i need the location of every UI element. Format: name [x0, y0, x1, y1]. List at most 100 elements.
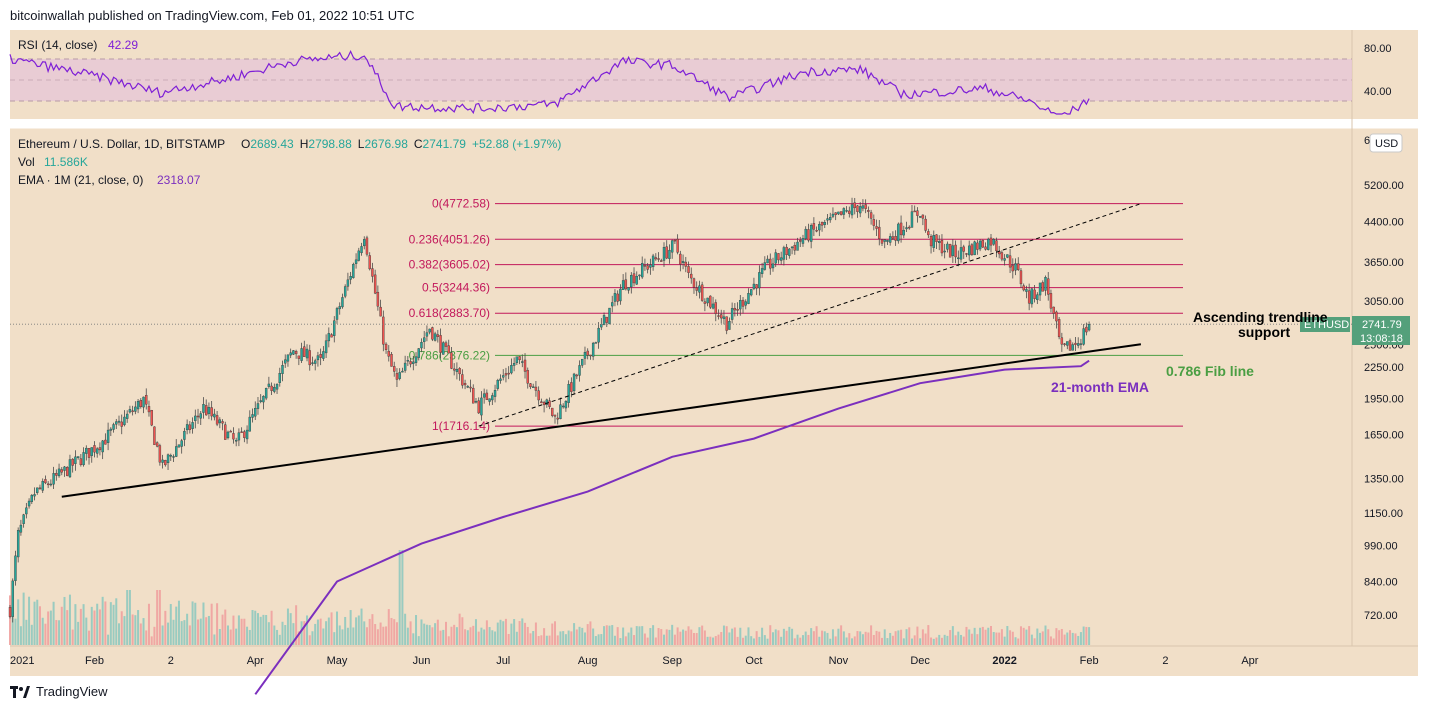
candle	[703, 298, 707, 312]
candle-body	[943, 250, 946, 253]
volume-bar	[194, 602, 197, 645]
volume-bar	[949, 630, 952, 645]
candle-body	[371, 268, 374, 277]
volume-bar	[270, 610, 273, 645]
volume-bar	[654, 637, 657, 645]
volume-bar	[900, 629, 903, 645]
fibonacci-retracement[interactable]: 0(4772.58) 0.236(4051.26) 0.382(3605.02) 0.…	[409, 197, 1183, 433]
candle	[869, 209, 873, 225]
volume-bar	[496, 622, 499, 645]
candle-body	[439, 335, 442, 353]
candle	[711, 296, 715, 310]
candle-body	[409, 361, 412, 365]
candle-body	[973, 241, 976, 256]
candle-body	[850, 204, 854, 216]
candle	[286, 354, 290, 367]
candle	[1019, 268, 1023, 288]
candle	[785, 243, 788, 261]
footer-brand[interactable]: TradingView	[10, 684, 108, 699]
price-tag: 2741.79	[1362, 319, 1402, 331]
candle	[284, 354, 287, 368]
drawn-lines[interactable]	[61, 203, 1142, 695]
candle-body	[548, 400, 551, 407]
volume-bar	[712, 637, 715, 645]
volume-bar	[791, 628, 794, 645]
candle	[782, 245, 786, 266]
ascending-trendline[interactable]	[61, 343, 1142, 498]
volume-legend-label[interactable]: Vol	[18, 155, 35, 169]
volume-bar	[210, 603, 213, 645]
candle-body	[425, 332, 429, 337]
candle-body	[608, 307, 611, 325]
candle-body	[801, 238, 805, 244]
symbol-title[interactable]: Ethereum / U.S. Dollar, 1D, BITSTAMP	[18, 137, 225, 151]
volume-bar	[976, 634, 979, 645]
ohlc-open-label: O	[241, 137, 250, 151]
candle-body	[681, 261, 685, 263]
candle	[68, 454, 72, 478]
volume-bar	[216, 603, 219, 645]
volume-bar	[570, 631, 573, 645]
candle	[480, 391, 483, 421]
candle-body	[526, 370, 529, 384]
candle	[371, 262, 374, 283]
candle	[433, 331, 437, 342]
volume-bar	[731, 628, 734, 645]
volume-bar	[428, 625, 431, 645]
candle-body	[1000, 252, 1004, 260]
candle	[591, 341, 595, 361]
volume-bar	[251, 610, 254, 645]
candle-body	[891, 236, 895, 239]
candle-body	[68, 459, 72, 478]
candle	[695, 281, 698, 296]
candle-body	[1044, 277, 1047, 291]
candle-body	[305, 348, 309, 359]
candle-body	[747, 293, 750, 304]
candle	[728, 317, 731, 330]
candle-body	[987, 238, 990, 250]
countdown-tag: 13:08:18	[1360, 333, 1403, 345]
candle	[376, 285, 380, 311]
candle-body	[504, 373, 508, 376]
candle	[256, 397, 260, 415]
candle-body	[812, 223, 816, 230]
candle	[278, 367, 281, 387]
ema-legend-label[interactable]: EMA · 1M (21, close, 0)	[18, 173, 143, 187]
currency-button[interactable]	[1369, 133, 1403, 153]
candle-body	[213, 413, 216, 418]
candle	[1066, 341, 1069, 350]
candle-body	[275, 383, 279, 390]
candle-body	[910, 211, 914, 228]
candle	[692, 277, 696, 294]
candle-body	[300, 348, 303, 361]
time-axis-background	[10, 646, 1418, 676]
volume-bar	[1069, 630, 1072, 645]
volume-bar	[1039, 632, 1042, 645]
volume-bar	[123, 616, 126, 645]
volume-bar	[837, 628, 840, 645]
volume-bar	[325, 621, 328, 645]
volume-bar	[701, 625, 704, 645]
candle-body	[834, 212, 837, 215]
rsi-legend-name[interactable]: RSI (14, close)	[18, 38, 97, 52]
fib-swing-line[interactable]	[478, 203, 1142, 427]
volume-bar	[186, 613, 189, 645]
candle-body	[1057, 319, 1061, 338]
candle	[27, 498, 31, 509]
volume-bar	[349, 610, 352, 645]
candle-body	[679, 253, 682, 265]
volume-bar	[74, 604, 77, 645]
volume-bar	[47, 611, 50, 645]
ema-21-month-line[interactable]	[254, 359, 1090, 695]
volume-bar	[98, 609, 101, 645]
candle	[589, 354, 592, 360]
volume-bar	[919, 638, 922, 645]
candle-body	[630, 274, 633, 288]
candle-body	[14, 555, 17, 581]
candle-body	[1014, 263, 1017, 271]
candle-body	[1038, 282, 1042, 296]
volume-bar	[1055, 628, 1058, 645]
volume-bar	[1003, 636, 1006, 645]
candle	[630, 272, 633, 294]
volume-bar	[393, 619, 396, 645]
